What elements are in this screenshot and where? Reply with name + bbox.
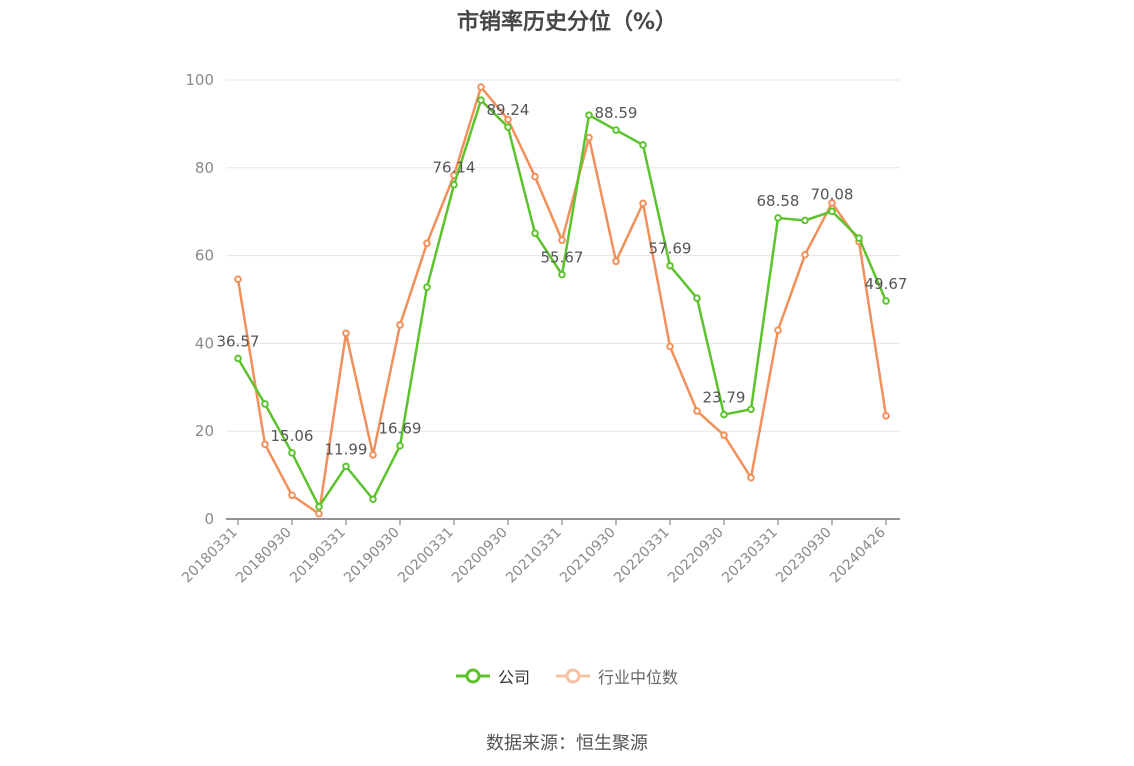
y-tick-label: 40	[195, 334, 214, 352]
data-point-industry	[747, 473, 755, 482]
axes: 0 20 40 60 80 100 2018033120180930201903312019…	[179, 71, 900, 586]
data-point-company	[342, 462, 350, 471]
data-point-industry	[585, 133, 593, 142]
y-tick-label: 0	[204, 510, 214, 528]
data-point-industry	[882, 412, 890, 420]
data-point-industry	[828, 199, 836, 207]
data-label: 55.67	[541, 249, 584, 267]
legend-industry-label: 行业中位数	[598, 668, 679, 687]
legend-industry-marker-icon	[556, 668, 590, 684]
x-tick-label: 20230331	[719, 525, 781, 587]
x-tick-label: 20200331	[395, 525, 457, 587]
data-point-industry	[396, 321, 404, 329]
data-point-company	[747, 405, 755, 414]
data-point-industry	[720, 431, 728, 439]
data-point-company	[261, 400, 269, 408]
data-point-industry	[234, 275, 242, 284]
data-point-industry	[423, 239, 431, 248]
data-point-industry	[666, 342, 674, 351]
data-label: 68.58	[757, 192, 800, 210]
data-label: 89.24	[487, 101, 530, 119]
data-label: 23.79	[703, 389, 746, 407]
legend-item-company[interactable]: 公司	[455, 664, 530, 688]
data-label: 88.59	[595, 104, 638, 122]
data-label: 16.69	[379, 420, 422, 438]
source-note: 数据来源：恒生聚源	[486, 733, 648, 754]
x-tick-label: 20200930	[449, 525, 511, 587]
data-point-company	[585, 111, 593, 119]
x-tick-label: 20190930	[341, 525, 403, 587]
data-point-industry	[612, 257, 620, 266]
data-point-industry	[558, 236, 566, 245]
grid-lines	[226, 79, 900, 432]
data-point-industry	[288, 491, 296, 500]
data-point-company	[855, 234, 863, 242]
x-tick-label: 20240426	[827, 524, 889, 586]
data-label: 76.14	[433, 159, 476, 177]
data-point-industry	[369, 451, 377, 459]
y-tick-label: 100	[185, 71, 214, 89]
legend: 公司 行业中位数	[0, 664, 1134, 688]
data-label: 11.99	[325, 440, 368, 458]
data-point-industry	[477, 83, 485, 91]
data-point-company	[369, 495, 377, 504]
data-point-company	[612, 126, 620, 134]
data-point-company	[666, 261, 674, 270]
data-point-company	[639, 141, 647, 149]
data-point-company	[288, 449, 296, 457]
data-point-company	[720, 410, 728, 419]
data-point-industry	[774, 326, 782, 335]
data-point-company	[504, 123, 512, 132]
data-point-industry	[504, 115, 512, 124]
line-chart: 0 20 40 60 80 100 2018033120180930201903312019…	[179, 71, 908, 586]
data-point-company	[801, 216, 809, 225]
data-point-company	[558, 270, 566, 279]
data-point-industry	[801, 250, 809, 259]
data-point-company	[531, 229, 539, 238]
x-tick-label: 20180930	[233, 525, 295, 587]
data-point-company	[882, 297, 890, 305]
data-point-company	[477, 96, 485, 104]
data-point-industry	[261, 440, 269, 449]
data-point-industry	[315, 509, 323, 518]
data-point-industry	[639, 199, 647, 208]
y-tick-label: 80	[195, 159, 214, 177]
data-point-company	[774, 214, 782, 222]
data-point-company	[693, 294, 701, 302]
x-tick-label: 20180331	[179, 525, 241, 587]
x-tick-label: 20210331	[503, 525, 565, 587]
data-label: 70.08	[811, 185, 854, 203]
data-point-company	[450, 180, 458, 189]
chart-title: 市销率历史分位（%）	[456, 10, 678, 35]
x-tick-label: 20230930	[773, 525, 835, 587]
data-point-company	[396, 441, 404, 450]
data-point-company	[315, 502, 323, 511]
legend-company-marker-icon	[455, 668, 490, 684]
legend-item-industry[interactable]: 行业中位数	[556, 664, 678, 688]
data-point-industry	[693, 407, 701, 415]
series	[234, 83, 890, 518]
data-point-industry	[531, 172, 539, 181]
x-tick-label: 20210930	[557, 525, 619, 587]
x-tick-label: 20190331	[287, 525, 349, 587]
x-tick-label: 20220930	[665, 525, 727, 587]
data-label: 15.06	[271, 427, 314, 445]
data-label: 49.67	[865, 275, 908, 293]
data-labels: 36.57 15.06 11.99 16.69 76.14 89.24 55.67 88.59…	[217, 101, 908, 458]
y-tick-label: 60	[195, 247, 214, 265]
data-point-industry	[342, 329, 350, 338]
data-label: 36.57	[217, 332, 260, 350]
data-point-company	[828, 207, 836, 216]
x-tick-label: 20220331	[611, 525, 673, 587]
legend-company-label: 公司	[497, 668, 530, 687]
data-point-company	[423, 283, 431, 292]
data-point-company	[234, 354, 242, 363]
y-tick-label: 20	[195, 422, 214, 440]
data-label: 57.69	[649, 240, 692, 258]
